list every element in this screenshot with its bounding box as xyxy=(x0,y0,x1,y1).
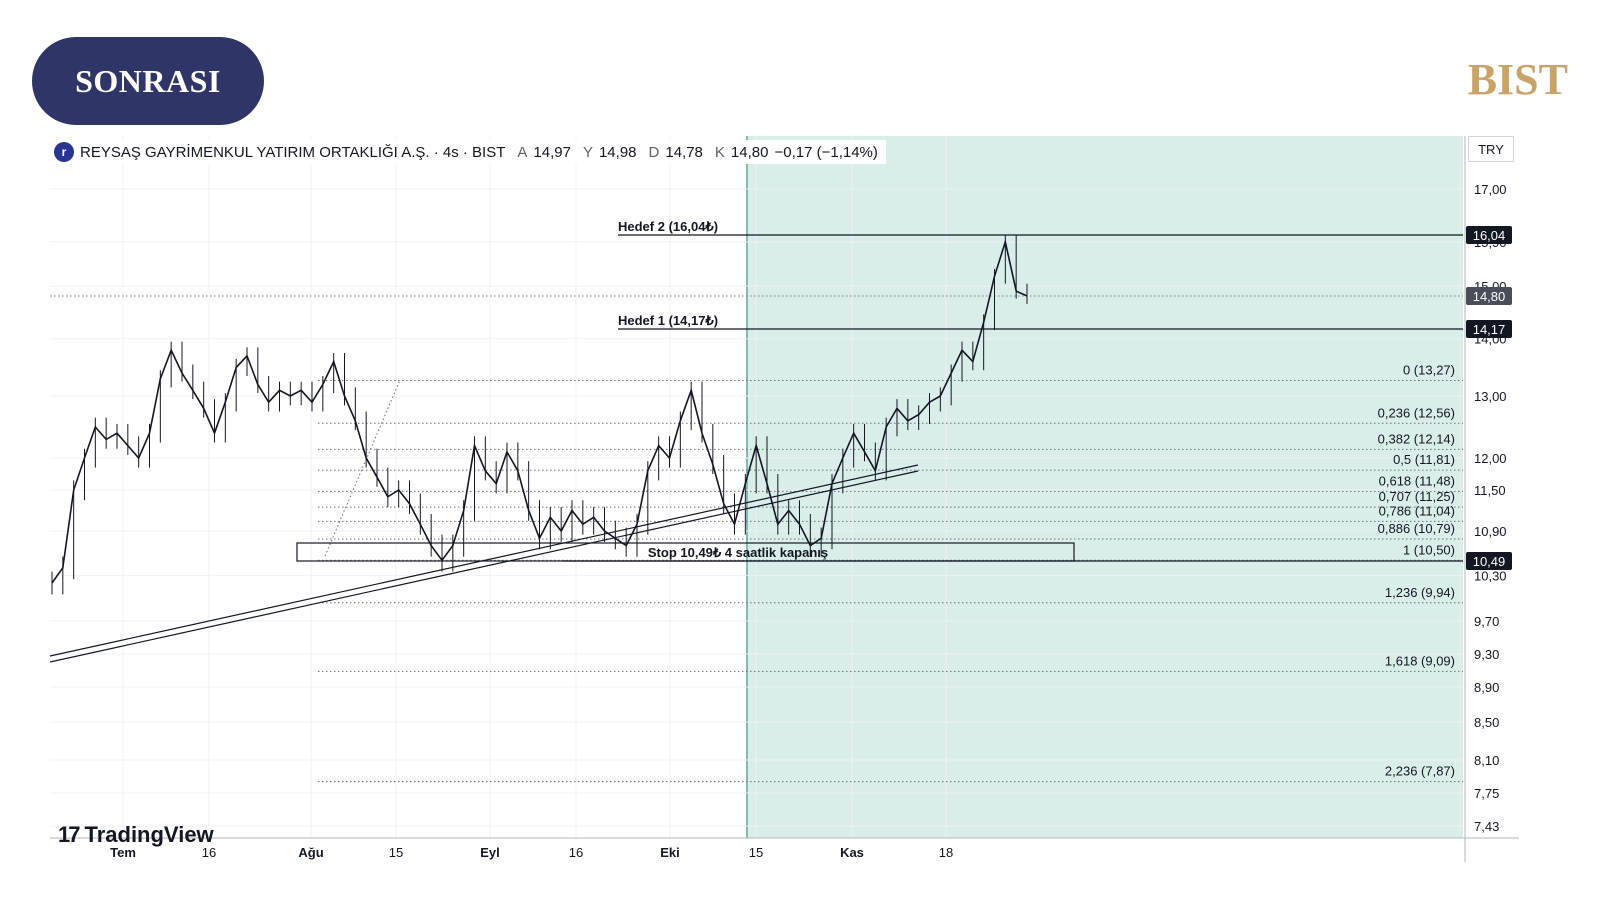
badge-label: SONRASI xyxy=(75,62,221,99)
y-tick-label: 7,43 xyxy=(1474,819,1499,834)
chart-grid xyxy=(50,136,1463,838)
fib-level-label: 2,236 (7,87) xyxy=(1385,764,1455,779)
tradingview-label: TradingView xyxy=(84,822,214,847)
price-label-bg xyxy=(1466,552,1512,570)
fib-level-label: 0,886 (10,79) xyxy=(1378,521,1455,536)
fib-level-label: 0,618 (11,48) xyxy=(1379,473,1455,488)
price-series xyxy=(51,234,1028,595)
fibonacci-levels: 0 (13,27) 0,236 (12,56) 0,382 (12,14) 0,5 (… xyxy=(318,363,1463,783)
close-value: 14,80 xyxy=(730,143,769,161)
y-tick-label: 17,00 xyxy=(1474,182,1507,197)
low-label: D xyxy=(648,143,660,161)
y-tick-label: 13,00 xyxy=(1474,389,1507,404)
symbol-legend: r REYSAŞ GAYRİMENKUL YATIRIM ORTAKLIĞI A… xyxy=(54,140,886,164)
open-label: A xyxy=(517,143,528,161)
symbol-logo-icon: r xyxy=(54,142,74,162)
y-tick-label: 9,70 xyxy=(1474,614,1499,629)
price-label: 14,80 xyxy=(1473,289,1506,304)
y-tick-label: 8,90 xyxy=(1474,680,1499,695)
x-tick-label: 15 xyxy=(749,845,763,860)
trend-line-b xyxy=(49,470,919,663)
x-tick-label: 18 xyxy=(939,845,953,860)
highlight-region xyxy=(746,136,1463,838)
fib-level-label: 0 (13,27) xyxy=(1403,363,1455,378)
time-axis: Tem 16 Ağu 15 Eyl 16 Eki 15 Kas 18 xyxy=(50,837,1519,860)
tradingview-logo-icon: 17 xyxy=(58,822,81,847)
y-tick-label: 9,30 xyxy=(1474,647,1499,662)
fib-level-label: 0,786 (11,04) xyxy=(1379,503,1455,518)
price-label: 10,49 xyxy=(1473,554,1506,569)
x-tick-label: 16 xyxy=(569,845,583,860)
tradingview-watermark: 17 TradingView xyxy=(58,822,214,848)
open-value: 14,97 xyxy=(533,143,571,161)
x-tick-label: 16 xyxy=(202,845,216,860)
y-tick-label: 11,50 xyxy=(1474,483,1506,498)
price-axis: 17,0015,9015,0014,0013,0012,0011,5010,90… xyxy=(1464,136,1512,862)
x-tick-label: Ağu xyxy=(298,845,323,860)
y-tick-label: 10,30 xyxy=(1474,568,1507,583)
price-label-bg xyxy=(1466,320,1512,338)
x-tick-label: Kas xyxy=(840,845,864,860)
y-tick-label: 10,90 xyxy=(1474,524,1507,539)
fib-level-label: 1,236 (9,94) xyxy=(1385,585,1455,600)
highlight-rect xyxy=(747,136,1463,838)
price-label-bg xyxy=(1466,226,1512,244)
fib-level-label: 0,382 (12,14) xyxy=(1378,431,1455,446)
stop-label: Stop 10,49₺ 4 saatlik kapanış xyxy=(648,545,828,560)
fib-anchor-line xyxy=(324,379,401,557)
currency-button[interactable]: TRY xyxy=(1468,136,1514,162)
change-value: −0,17 (−1,14%) xyxy=(774,143,878,161)
fib-level-label: 1 (10,50) xyxy=(1403,542,1455,557)
high-label: Y xyxy=(582,143,593,161)
price-label: 14,17 xyxy=(1473,322,1506,337)
y-tick-label: 12,00 xyxy=(1474,451,1507,466)
y-tick-label: 8,10 xyxy=(1474,753,1499,768)
low-value: 14,78 xyxy=(665,143,703,161)
y-tick-label: 7,75 xyxy=(1474,786,1499,801)
sonrasi-badge: SONRASI xyxy=(32,37,264,125)
high-value: 14,98 xyxy=(598,143,637,161)
x-tick-label: Eyl xyxy=(480,845,500,860)
target-label: Hedef 2 (16,04₺) xyxy=(618,219,718,234)
brand-label: BIST xyxy=(1467,55,1568,104)
y-tick-label: 8,50 xyxy=(1474,715,1499,730)
target-label: Hedef 1 (14,17₺) xyxy=(618,313,718,328)
x-tick-label: 15 xyxy=(389,845,403,860)
x-tick-label: Eki xyxy=(660,845,680,860)
price-label-bg xyxy=(1466,287,1512,305)
trend-line-a xyxy=(49,464,919,657)
close-label: K xyxy=(714,143,725,161)
x-tick-label: Tem xyxy=(110,845,136,860)
symbol-title[interactable]: REYSAŞ GAYRİMENKUL YATIRIM ORTAKLIĞI A.Ş… xyxy=(80,143,506,161)
chart-annotations: Hedef 2 (16,04₺) Hedef 1 (14,17₺) Stop 10,… xyxy=(49,219,1463,663)
fib-level-label: 0,5 (11,81) xyxy=(1393,452,1455,467)
fib-level-label: 0,236 (12,56) xyxy=(1378,405,1455,420)
price-label: 16,04 xyxy=(1473,228,1506,243)
price-line xyxy=(51,238,1028,584)
fib-level-label: 1,618 (9,09) xyxy=(1385,653,1455,668)
fib-level-label: 0,707 (11,25) xyxy=(1379,489,1455,504)
